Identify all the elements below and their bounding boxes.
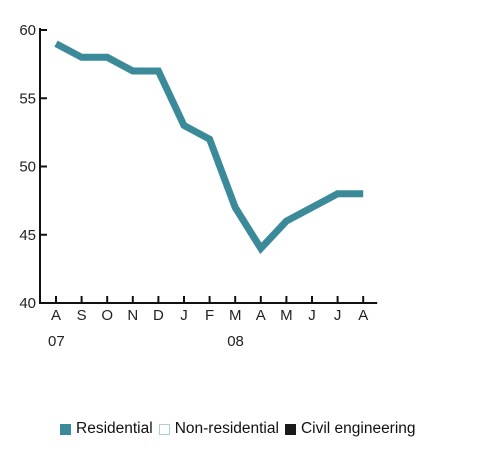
legend-swatch-non-residential (158, 423, 170, 435)
x-tick-label: N (127, 307, 138, 324)
series-line-residential (54, 40, 364, 255)
x-tick-label: D (153, 307, 164, 324)
x-tick-label: A (358, 307, 368, 324)
x-tick-label: S (77, 307, 87, 324)
x-tick-label: O (101, 307, 113, 324)
y-tick-label: 40 (19, 295, 36, 312)
x-tick-label: A (51, 307, 61, 324)
x-tick-label: M (280, 307, 293, 324)
x-axis: A S O N D J F M A M J J A07 08 (39, 296, 378, 350)
legend-swatch-civil-engineering (284, 423, 296, 435)
legend: Residential Non-residential Civil engine… (60, 420, 416, 438)
x-tick-label: M (229, 307, 242, 324)
y-tick-label: 45 (19, 227, 36, 244)
legend-label-non-residential: Non-residential (174, 420, 279, 437)
x-tick-label: A (256, 307, 266, 324)
series-lines (54, 40, 364, 255)
legend-swatch-residential (60, 423, 71, 435)
x-tick-label: J (308, 307, 316, 324)
legend-label-civil-engineering: Civil engineering (300, 420, 416, 437)
y-tick-label: 55 (19, 90, 36, 107)
legend-label-residential: Residential (76, 420, 153, 437)
y-tick-label: 60 (19, 22, 36, 39)
x-tick-label: J (180, 307, 188, 324)
y-axis: 40 45 50 55 60 (19, 22, 47, 312)
x-tick-label: J (334, 307, 342, 324)
legend-item-residential: Residential (60, 420, 153, 438)
legend-item-non-residential: Non-residential (158, 420, 279, 438)
y-tick-label: 50 (19, 159, 36, 176)
x-year-label: 07 (48, 333, 65, 350)
x-tick-label: F (205, 307, 214, 324)
legend-item-civil-engineering: Civil engineering (284, 420, 416, 438)
x-year-label: 08 (227, 333, 244, 350)
